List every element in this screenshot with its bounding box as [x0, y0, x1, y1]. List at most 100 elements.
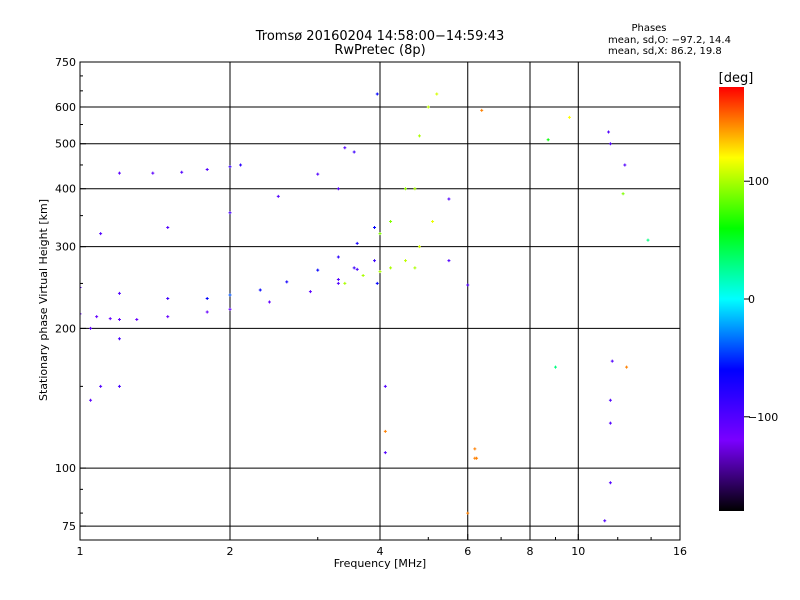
trace-point	[431, 219, 435, 223]
outlier-point	[608, 421, 612, 425]
trace-point	[276, 194, 280, 198]
y-tick-label: 500	[55, 138, 76, 151]
trace-point	[205, 167, 209, 171]
x-tick-label: 1	[77, 545, 84, 558]
trace-point	[361, 274, 365, 278]
trace-point	[389, 219, 393, 223]
trace-point	[117, 171, 121, 175]
outlier-point	[646, 238, 650, 242]
trace-point	[166, 315, 170, 319]
trace-point	[426, 105, 430, 109]
vertical-trace-point	[117, 384, 121, 388]
trace-point	[117, 291, 121, 295]
trace-point	[151, 171, 155, 175]
trace-point	[228, 165, 232, 169]
chart-title-group: Tromsø 20160204 14:58:00−14:59:43 RwPret…	[255, 29, 505, 58]
trace-point	[373, 259, 377, 263]
outlier-point	[608, 142, 612, 146]
colorbar: [deg] 100 0 −100	[719, 71, 778, 511]
phase-stats: Phases mean, sd,O: −97.2, 14.4 mean, sd,…	[608, 23, 731, 57]
outlier-point	[473, 456, 477, 460]
trace-point	[228, 293, 232, 297]
trace-point	[285, 280, 289, 284]
outlier-point	[383, 384, 387, 388]
vertical-trace-point	[336, 281, 340, 285]
vertical-trace-point	[375, 281, 379, 285]
trace-point	[435, 92, 439, 96]
trace-point	[108, 317, 112, 321]
x-tick-label: 4	[377, 545, 384, 558]
trace-point	[316, 268, 320, 272]
outlier-point	[610, 359, 614, 363]
colorbar-label: [deg]	[719, 71, 754, 86]
outlier-point	[480, 108, 484, 112]
outlier-point	[608, 398, 612, 402]
trace-point	[267, 300, 271, 304]
trace-point	[403, 259, 407, 263]
chart-title: Tromsø 20160204 14:58:00−14:59:43	[255, 29, 505, 44]
trace-point	[166, 296, 170, 300]
trace-point	[228, 211, 232, 215]
y-tick-label: 200	[55, 322, 76, 335]
y-tick-label: 100	[55, 462, 76, 475]
vertical-trace-point	[89, 398, 93, 402]
colorbar-ticks: 100 0 −100	[744, 175, 778, 424]
vertical-trace-point	[99, 232, 103, 236]
vertical-trace-point	[89, 326, 93, 330]
y-tick-label: 400	[55, 183, 76, 196]
outlier-point	[383, 451, 387, 455]
trace-point	[117, 318, 121, 322]
outlier-point	[466, 283, 470, 287]
phase-stats-heading: Phases	[631, 23, 666, 34]
y-tick-label: 300	[55, 241, 76, 254]
outlier-point	[383, 429, 387, 433]
outlier-point	[466, 511, 470, 515]
trace-point	[343, 146, 347, 150]
phase-stats-o: mean, sd,O: −97.2, 14.4	[608, 35, 731, 46]
trace-point	[389, 266, 393, 270]
colorbar-ramp	[719, 87, 744, 511]
vertical-trace-point	[352, 266, 356, 270]
outlier-point	[608, 481, 612, 485]
trace-point	[336, 255, 340, 259]
vertical-trace-point	[375, 92, 379, 96]
vertical-trace-point	[447, 197, 451, 201]
grid-lines	[80, 62, 680, 540]
vertical-trace-point	[413, 187, 417, 191]
trace-point	[80, 312, 82, 316]
outlier-point	[567, 115, 571, 119]
colorbar-tick-label: 100	[748, 175, 769, 188]
outlier-point	[621, 192, 625, 196]
trace-point	[166, 225, 170, 229]
outlier-point	[473, 447, 477, 451]
y-tick-label: 750	[55, 56, 76, 69]
trace-point	[258, 288, 262, 292]
data-points	[80, 92, 650, 523]
trace-point	[316, 172, 320, 176]
trace-point	[378, 270, 382, 274]
outlier-point	[625, 365, 629, 369]
y-axis: 75 100 200 300 400 500 600 750	[55, 56, 86, 533]
vertical-trace-point	[117, 337, 121, 341]
x-tick-label: 6	[464, 545, 471, 558]
trace-point	[343, 281, 347, 285]
vertical-trace-point	[352, 150, 356, 154]
y-tick-label: 75	[62, 520, 76, 533]
phase-stats-x: mean, sd,X: 86.2, 19.8	[608, 46, 722, 57]
chart-subtitle: RwPretec (8p)	[334, 43, 425, 58]
x-tick-label: 16	[673, 545, 687, 558]
outlier-point	[553, 365, 557, 369]
outlier-point	[607, 130, 611, 134]
trace-point	[95, 315, 99, 319]
vertical-trace-point	[336, 187, 340, 191]
trace-point	[80, 286, 82, 290]
x-tick-label: 2	[227, 545, 234, 558]
trace-point	[355, 241, 359, 245]
y-tick-label: 600	[55, 101, 76, 114]
colorbar-tick-label: −100	[748, 411, 778, 424]
x-tick-label: 10	[571, 545, 585, 558]
x-axis-label: Frequency [MHz]	[334, 557, 426, 570]
trace-point	[373, 225, 377, 229]
trace-point	[355, 267, 359, 271]
